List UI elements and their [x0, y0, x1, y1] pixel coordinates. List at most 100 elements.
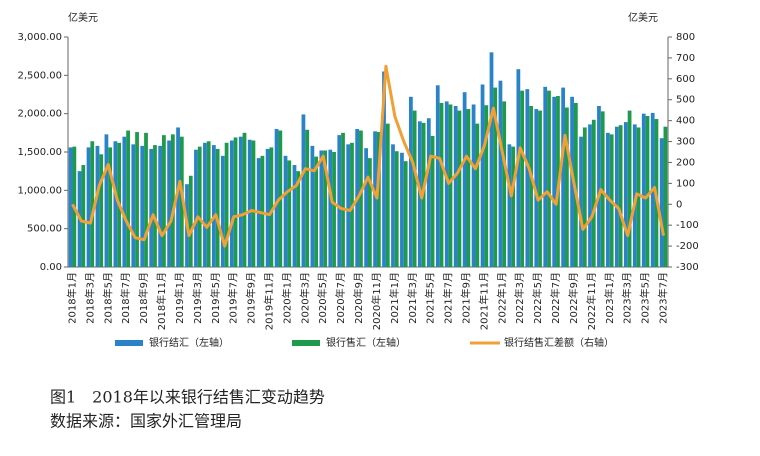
bar — [359, 130, 363, 267]
x-tick-label: 2019年11月 — [262, 272, 275, 330]
x-tick-label: 2022年3月 — [513, 272, 526, 324]
bar — [229, 140, 234, 267]
bar — [283, 155, 288, 267]
x-tick-label: 2022年7月 — [549, 272, 562, 324]
bar — [86, 147, 91, 267]
bar — [435, 85, 440, 267]
bar — [99, 154, 104, 267]
y-tick-label: 500.00 — [27, 224, 62, 235]
bar — [305, 129, 310, 267]
bar — [269, 147, 274, 267]
bar — [659, 138, 664, 267]
bar — [382, 71, 386, 267]
bar — [188, 175, 193, 267]
y2-tick-label: 500 — [676, 95, 695, 106]
bar — [206, 141, 211, 267]
bar — [588, 124, 592, 268]
bar — [489, 52, 494, 268]
bar — [480, 84, 485, 268]
line — [71, 64, 665, 248]
bar — [90, 141, 95, 267]
bar — [95, 145, 100, 267]
bar — [520, 90, 524, 268]
bar — [614, 126, 619, 267]
bar — [645, 115, 650, 267]
bar — [346, 144, 351, 267]
bar — [292, 165, 297, 267]
bar — [475, 123, 480, 267]
x-tick-label: 2018年11月 — [155, 272, 168, 330]
bar — [582, 127, 587, 267]
y-tick-label: 0.00 — [40, 262, 62, 273]
caption: 图1 2018年以来银行结售汇变动趋势 — [50, 388, 325, 407]
bar — [332, 152, 336, 267]
bar — [167, 140, 171, 267]
x-tick-label: 2018年5月 — [101, 272, 114, 324]
x-tick-label: 2019年1月 — [173, 272, 186, 324]
bar — [663, 126, 668, 267]
y2-tick-label: -100 — [676, 220, 699, 231]
bar — [265, 148, 270, 267]
bar — [310, 145, 315, 267]
y2-unit: 亿美元 — [628, 11, 658, 24]
bar — [296, 171, 301, 267]
bar — [573, 102, 578, 267]
y-tick-label: 1,500.00 — [17, 147, 62, 158]
x-tick-label: 2023年5月 — [639, 272, 652, 324]
bar — [81, 165, 86, 267]
bar — [68, 147, 73, 267]
bar — [323, 150, 327, 267]
bar — [484, 105, 489, 267]
x-tick-label: 2021年3月 — [406, 272, 419, 324]
bar — [215, 148, 220, 267]
bar — [135, 132, 139, 267]
bar — [220, 155, 225, 267]
source: 数据来源：国家外汇管理局 — [50, 412, 242, 431]
x-tick-label: 2018年1月 — [65, 272, 78, 324]
x-tick-label: 2023年1月 — [603, 272, 616, 324]
bar — [376, 132, 381, 267]
bar — [591, 119, 596, 267]
bar — [314, 156, 319, 267]
bar — [597, 106, 601, 267]
bar — [364, 148, 368, 267]
bar — [636, 127, 641, 267]
bar — [403, 161, 408, 267]
bar — [466, 109, 471, 267]
x-tick-label: 2021年11月 — [477, 272, 490, 330]
bar — [176, 127, 180, 267]
y-tick-label: 3,000.00 — [17, 32, 62, 43]
x-tick-label: 2018年3月 — [83, 272, 96, 324]
bar — [579, 136, 583, 267]
x-tick-label: 2022年5月 — [531, 272, 544, 324]
bar — [565, 107, 569, 268]
bar — [113, 141, 118, 267]
bar — [498, 80, 503, 267]
x-tick-label: 2022年1月 — [495, 272, 508, 324]
bar — [203, 142, 207, 267]
x-tick-label: 2023年7月 — [657, 272, 670, 324]
bar — [260, 155, 265, 267]
y2-tick-label: 100 — [676, 178, 695, 189]
bar — [525, 89, 530, 267]
bar — [122, 136, 127, 267]
x-tick-label: 2020年3月 — [298, 272, 311, 324]
y2-tick-label: 400 — [676, 116, 695, 127]
bar — [547, 90, 551, 268]
bar — [158, 145, 163, 267]
bar — [108, 147, 113, 267]
x-tick-label: 2019年5月 — [209, 272, 222, 324]
x-tick-label: 2022年11月 — [585, 272, 598, 330]
bar — [439, 102, 444, 267]
bar — [511, 146, 516, 267]
x-tick-label: 2021年7月 — [442, 272, 455, 324]
x-tick-label: 2019年9月 — [245, 272, 258, 324]
bar — [242, 132, 247, 267]
y2-tick-label: 0 — [676, 199, 682, 210]
x-tick-label: 2021年9月 — [460, 272, 473, 324]
x-tick-label: 2021年1月 — [388, 272, 401, 324]
bar — [453, 106, 458, 267]
bar — [212, 145, 216, 267]
bar — [412, 110, 417, 267]
